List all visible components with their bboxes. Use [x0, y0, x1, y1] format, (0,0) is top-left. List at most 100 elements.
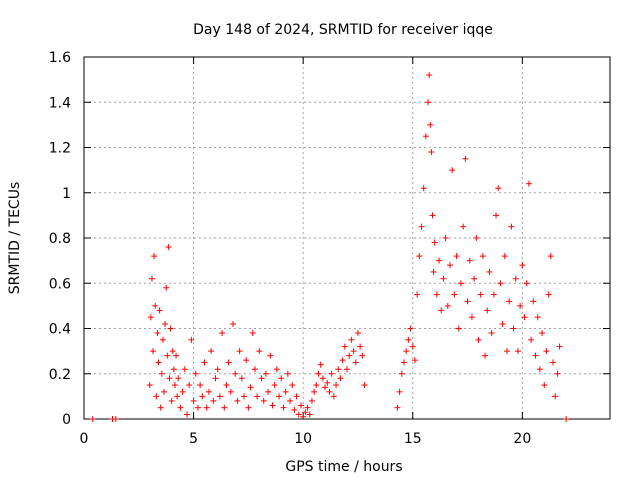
- data-point: [418, 223, 425, 230]
- data-point: [169, 348, 176, 355]
- data-point: [484, 307, 491, 314]
- data-point: [214, 366, 221, 373]
- data-point: [293, 393, 300, 400]
- data-point: [269, 402, 276, 409]
- x-tick-label: 5: [189, 431, 198, 447]
- data-point: [525, 180, 532, 187]
- data-point: [251, 366, 258, 373]
- data-point: [167, 325, 174, 332]
- data-point: [552, 393, 559, 400]
- data-point: [414, 291, 421, 298]
- data-point: [333, 382, 340, 389]
- grid: [84, 57, 610, 419]
- data-point: [510, 325, 517, 332]
- data-point: [517, 302, 524, 309]
- data-point: [444, 302, 451, 309]
- data-point: [89, 416, 96, 422]
- data-point: [155, 359, 162, 366]
- data-point: [497, 280, 504, 287]
- data-point: [506, 298, 513, 305]
- data-point: [394, 404, 401, 411]
- data-point: [479, 253, 486, 260]
- data-point: [539, 330, 546, 337]
- data-point: [158, 370, 165, 377]
- data-point: [438, 307, 445, 314]
- data-point: [289, 382, 296, 389]
- data-point: [400, 359, 407, 366]
- data-point: [532, 352, 539, 359]
- data-point: [464, 298, 471, 305]
- data-point: [475, 336, 482, 343]
- y-tick-label: 1.2: [49, 141, 71, 157]
- data-point: [232, 370, 239, 377]
- data-point: [291, 406, 298, 413]
- data-point: [436, 257, 443, 264]
- data-point: [164, 352, 171, 359]
- data-point: [247, 384, 254, 391]
- data-point: [162, 320, 169, 327]
- data-point: [287, 397, 294, 404]
- y-tick-label: 0.8: [49, 231, 71, 247]
- data-point: [407, 325, 414, 332]
- data-point: [260, 397, 267, 404]
- data-point: [508, 223, 515, 230]
- data-point: [534, 314, 541, 321]
- data-point: [175, 375, 182, 382]
- data-point: [466, 257, 473, 264]
- data-point: [273, 366, 280, 373]
- data-point: [152, 302, 159, 309]
- data-point: [427, 121, 434, 128]
- data-point: [460, 223, 467, 230]
- y-tick-label: 1: [62, 186, 71, 202]
- data-point: [530, 298, 537, 305]
- y-tick-label: 0.6: [49, 276, 71, 292]
- data-point: [449, 167, 456, 174]
- data-point: [112, 416, 119, 422]
- data-point: [192, 370, 199, 377]
- plot-frame: [83, 56, 611, 420]
- data-point: [468, 314, 475, 321]
- data-point: [173, 352, 180, 359]
- data-point: [350, 348, 357, 355]
- data-point: [304, 404, 311, 411]
- data-point: [416, 253, 423, 260]
- data-point: [442, 235, 449, 241]
- data-point: [201, 359, 208, 366]
- data-point: [563, 416, 570, 422]
- data-point: [308, 397, 315, 404]
- data-point: [453, 253, 460, 260]
- data-point: [177, 404, 184, 411]
- data-point: [154, 330, 161, 337]
- data-point: [210, 397, 217, 404]
- data-point: [457, 280, 464, 287]
- data-point: [165, 244, 172, 251]
- data-point: [554, 370, 561, 377]
- data-point: [455, 325, 462, 332]
- data-point: [230, 320, 237, 327]
- data-point: [352, 359, 359, 366]
- data-point: [181, 366, 188, 373]
- data-point: [398, 370, 405, 377]
- data-point: [447, 262, 454, 269]
- data-point: [451, 291, 458, 298]
- data-point: [488, 330, 495, 337]
- data-point: [186, 382, 193, 389]
- data-point: [523, 280, 530, 287]
- data-point: [328, 370, 335, 377]
- data-point: [282, 388, 289, 395]
- data-point: [503, 348, 510, 355]
- data-point: [490, 291, 497, 298]
- data-point: [341, 343, 348, 350]
- data-point: [234, 397, 241, 404]
- data-point: [326, 388, 333, 395]
- data-point: [276, 393, 283, 400]
- data-point: [146, 382, 153, 389]
- data-point: [148, 275, 155, 282]
- data-point: [556, 343, 563, 350]
- data-point: [428, 149, 435, 156]
- data-point: [425, 99, 432, 106]
- data-point: [430, 268, 437, 275]
- x-tick-label: 0: [80, 431, 89, 447]
- data-point: [330, 393, 337, 400]
- data-point: [528, 336, 535, 343]
